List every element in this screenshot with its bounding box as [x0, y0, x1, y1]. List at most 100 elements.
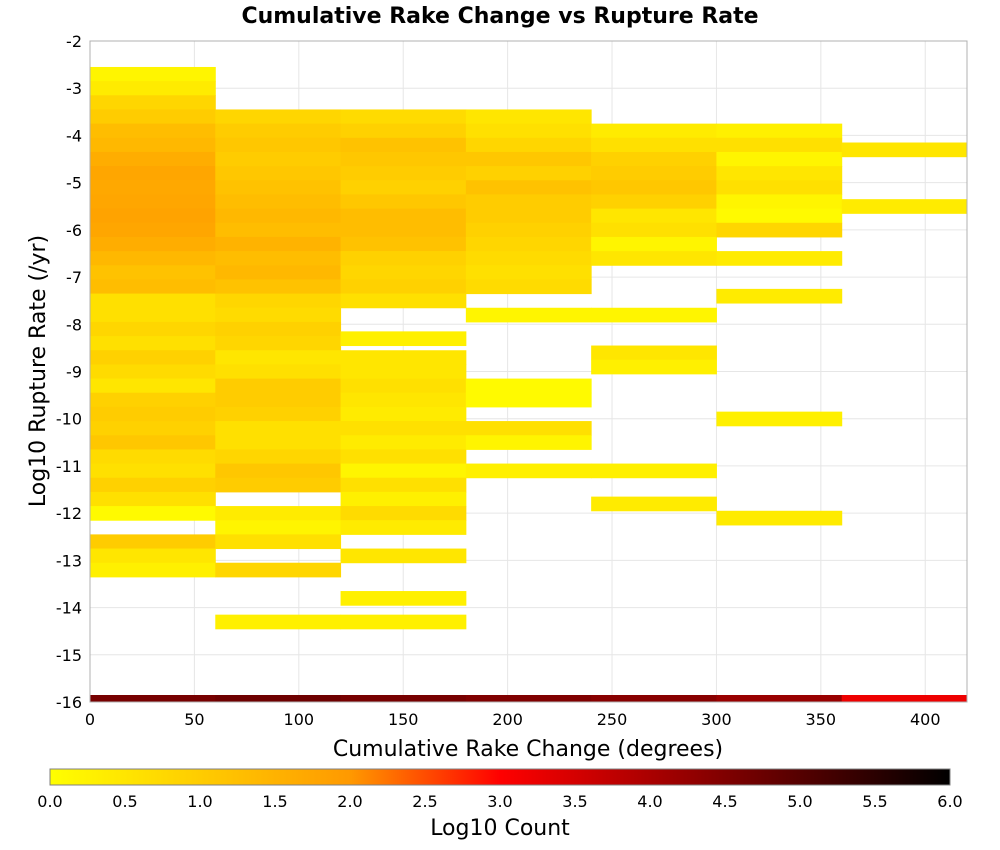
- heatmap-cell: [90, 548, 216, 564]
- heatmap-cell: [465, 208, 592, 224]
- heatmap-cell: [215, 350, 342, 365]
- heatmap-cell: [90, 378, 216, 394]
- heatmap-cell: [215, 109, 342, 125]
- heatmap-cell: [215, 421, 342, 436]
- heatmap-cell: [215, 406, 342, 422]
- heatmap-cell: [90, 95, 216, 110]
- heatmap-bottom-cell: [716, 695, 843, 702]
- heatmap-cell: [215, 166, 342, 181]
- heatmap-cell: [340, 293, 467, 309]
- heatmap-cell: [215, 265, 342, 280]
- heatmap-cell: [340, 123, 467, 139]
- heatmap-cell: [591, 123, 717, 139]
- heatmap-cell: [340, 265, 467, 280]
- heatmap-cell: [340, 506, 467, 521]
- y-tick-label: -12: [56, 504, 82, 523]
- heatmap-cell: [215, 562, 342, 578]
- y-tick-label: -7: [66, 268, 82, 287]
- heatmap-cell: [716, 166, 843, 181]
- heatmap-cell: [465, 109, 592, 125]
- heatmap-cell: [340, 491, 467, 507]
- y-tick-label: -9: [66, 363, 82, 382]
- heatmap-cell: [591, 194, 717, 210]
- colorbar-tick-label: 5.5: [862, 792, 887, 811]
- heatmap-cell: [215, 449, 342, 465]
- heatmap-cell: [90, 109, 216, 125]
- heatmap-cell: [716, 208, 843, 224]
- colorbar-tick-label: 6.0: [937, 792, 962, 811]
- heatmap-cell: [90, 166, 216, 181]
- heatmap-cell: [90, 321, 216, 337]
- heatmap-cell: [340, 137, 467, 153]
- colorbar: [49, 768, 951, 786]
- heatmap-cell: [465, 307, 592, 323]
- y-tick-label: -10: [56, 410, 82, 429]
- colorbar-tick-label: 2.0: [337, 792, 362, 811]
- heatmap-cell: [90, 81, 216, 96]
- y-tick-label: -3: [66, 79, 82, 98]
- heatmap-cell: [90, 350, 216, 365]
- heatmap-cell: [841, 199, 968, 214]
- heatmap-cell: [90, 151, 216, 167]
- colorbar-tick-label: 2.5: [412, 792, 437, 811]
- heatmap-cell: [90, 477, 216, 493]
- colorbar-label: Log10 Count: [430, 816, 570, 841]
- heatmap-cell: [340, 222, 467, 238]
- heatmap-cell: [90, 222, 216, 238]
- colorbar-tick-label: 3.0: [487, 792, 512, 811]
- heatmap-cell: [215, 123, 342, 139]
- heatmap-cell: [90, 293, 216, 309]
- heatmap-cell: [215, 151, 342, 167]
- x-tick-label: 150: [388, 710, 419, 729]
- y-tick-label: -6: [66, 221, 82, 240]
- heatmap-cell: [215, 180, 342, 195]
- colorbar-tick-label: 4.5: [712, 792, 737, 811]
- heatmap-cell: [215, 378, 342, 394]
- heatmap-bottom-cell: [90, 695, 216, 702]
- heatmap-cell: [215, 506, 342, 521]
- x-axis-ticks: 0 50 100 150 200 250 300 350 400: [85, 710, 941, 729]
- heatmap-cell: [591, 251, 717, 266]
- heatmap-cell: [591, 496, 717, 512]
- heatmap-cell: [465, 421, 592, 436]
- heatmap-cell: [465, 435, 592, 450]
- heatmap-cell: [215, 520, 342, 535]
- heatmap-cell: [90, 208, 216, 224]
- heatmap-cell: [591, 137, 717, 153]
- heatmap-cell: [340, 421, 467, 436]
- heatmap-cell: [90, 251, 216, 266]
- heatmap-cell: [716, 288, 843, 304]
- heatmap-cell: [591, 307, 717, 323]
- heatmap-cell: [465, 222, 592, 238]
- heatmap-cell: [340, 406, 467, 422]
- heatmap-cell: [215, 307, 342, 323]
- heatmap-cell: [465, 236, 592, 252]
- heatmap-cell: [215, 194, 342, 210]
- heatmap-cell: [465, 251, 592, 266]
- heatmap-cell: [215, 279, 342, 295]
- heatmap-cell: [591, 208, 717, 224]
- heatmap-cell: [90, 336, 216, 351]
- heatmap-cell: [90, 491, 216, 507]
- heatmap-cell: [591, 345, 717, 361]
- y-tick-label: -16: [56, 693, 82, 712]
- colorbar-tick-label: 0.5: [112, 792, 137, 811]
- heatmap-cell: [340, 548, 467, 564]
- heatmap-cell: [340, 166, 467, 181]
- colorbar-tick-label: 0.0: [37, 792, 62, 811]
- heatmap-cell: [340, 109, 467, 125]
- heatmap-cell: [215, 336, 342, 351]
- heatmap-cell: [90, 406, 216, 422]
- heatmap-cell: [215, 364, 342, 380]
- heatmap-cell: [215, 463, 342, 479]
- heatmap-cell: [340, 350, 467, 365]
- heatmap-cell: [340, 279, 467, 295]
- heatmap-cell: [716, 194, 843, 210]
- heatmap-bottom-cell: [340, 695, 467, 702]
- heatmap-cell: [340, 449, 467, 465]
- heatmap-bottom-cell: [465, 695, 592, 702]
- heatmap-cell: [215, 137, 342, 153]
- y-tick-label: -15: [56, 646, 82, 665]
- heatmap-cell: [340, 194, 467, 210]
